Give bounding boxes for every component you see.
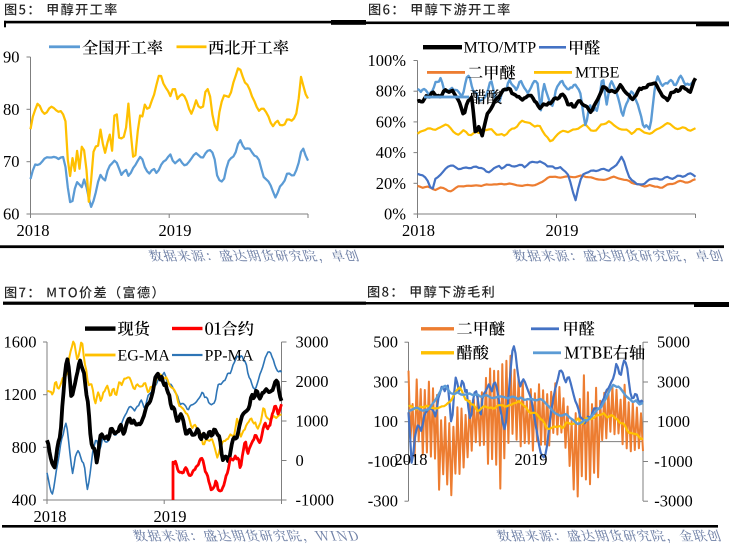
svg-text:3000: 3000 <box>657 373 690 392</box>
svg-text:500: 500 <box>373 333 398 352</box>
svg-text:0%: 0% <box>384 205 406 224</box>
svg-text:300: 300 <box>373 373 398 392</box>
svg-text:1200: 1200 <box>4 385 37 404</box>
svg-text:2019: 2019 <box>546 221 579 240</box>
svg-text:2018: 2018 <box>34 507 67 526</box>
svg-text:1600: 1600 <box>4 333 37 352</box>
svg-text:0: 0 <box>296 451 304 470</box>
svg-text:60: 60 <box>3 205 20 224</box>
svg-text:2019: 2019 <box>515 450 548 469</box>
svg-text:80%: 80% <box>376 82 407 101</box>
svg-text:400: 400 <box>12 491 37 510</box>
svg-text:20%: 20% <box>376 174 407 193</box>
svg-text:-100: -100 <box>368 452 398 471</box>
svg-text:2018: 2018 <box>17 221 50 240</box>
svg-text:MTBE: MTBE <box>575 65 619 82</box>
svg-text:EG-MA: EG-MA <box>118 348 171 365</box>
svg-text:1000: 1000 <box>657 412 690 431</box>
svg-text:60%: 60% <box>376 112 407 131</box>
svg-text:100%: 100% <box>368 51 407 70</box>
svg-text:40%: 40% <box>376 143 407 162</box>
svg-text:3000: 3000 <box>296 333 329 352</box>
svg-text:-1000: -1000 <box>296 491 335 510</box>
svg-text:2018: 2018 <box>395 450 428 469</box>
svg-text:90: 90 <box>3 48 20 67</box>
svg-text:MTO/MTP: MTO/MTP <box>464 40 537 57</box>
svg-text:70: 70 <box>3 152 20 171</box>
svg-text:2018: 2018 <box>402 221 435 240</box>
svg-text:1000: 1000 <box>296 412 329 431</box>
svg-text:800: 800 <box>12 438 37 457</box>
svg-text:2019: 2019 <box>154 507 187 526</box>
svg-text:-300: -300 <box>368 492 398 511</box>
svg-text:-3000: -3000 <box>654 492 693 511</box>
svg-text:5000: 5000 <box>657 333 690 352</box>
svg-text:2000: 2000 <box>296 372 329 391</box>
svg-text:2019: 2019 <box>159 221 192 240</box>
svg-text:PP-MA: PP-MA <box>205 348 254 365</box>
svg-text:-1000: -1000 <box>654 452 693 471</box>
svg-text:80: 80 <box>3 100 20 119</box>
svg-text:100: 100 <box>373 412 398 431</box>
